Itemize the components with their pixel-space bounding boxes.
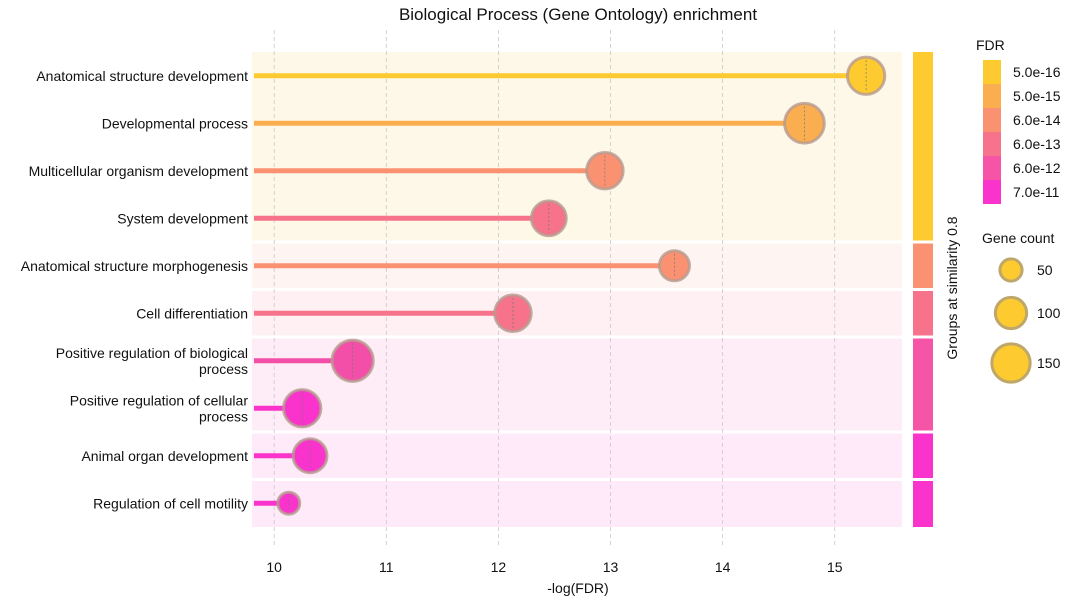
x-tick-label: 10: [266, 559, 282, 575]
x-tick-label: 11: [379, 559, 394, 575]
fdr-legend-title: FDR: [976, 37, 1005, 53]
group-backgrounds: [252, 52, 902, 527]
fdr-legend-label: 5.0e-15: [1013, 88, 1061, 104]
lollipop-point: [529, 199, 568, 238]
category-label: Positive regulation of biological: [56, 345, 248, 361]
category-label: Regulation of cell motility: [93, 495, 248, 511]
category-label: Anatomical structure morphogenesis: [21, 258, 248, 274]
category-label: Multicellular organism development: [29, 163, 249, 179]
category-label: System development: [117, 210, 248, 226]
x-tick-labels: 10 11 12 13 14 15: [266, 559, 842, 575]
group-color-bar: [913, 291, 933, 336]
fdr-legend-label: 6.0e-13: [1013, 136, 1061, 152]
fdr-legend-swatch: [983, 60, 1001, 84]
group-color-bar: [913, 481, 933, 527]
category-label: process: [199, 408, 248, 424]
category-label: Anatomical structure development: [36, 68, 248, 84]
lollipop-points: [276, 55, 887, 516]
fdr-legend-label: 6.0e-12: [1013, 160, 1061, 176]
fdr-legend-swatch: [983, 108, 1001, 132]
lollipop-point: [282, 388, 323, 429]
x-tick-label: 13: [603, 559, 619, 575]
group-background: [252, 433, 902, 478]
gene-count-legend-label: 50: [1037, 262, 1053, 278]
fdr-legend: FDR 5.0e-16 5.0e-15 6.0e-14 6.0e-13 6.0e-12 7…: [976, 37, 1061, 204]
gene-count-legend-marker: [990, 342, 1032, 384]
fdr-legend-label: 6.0e-14: [1013, 112, 1061, 128]
x-tick-label: 14: [715, 559, 731, 575]
x-tick-label: 15: [827, 559, 843, 575]
group-axis-label: Groups at similarity 0.8: [944, 216, 960, 359]
category-label: Developmental process: [102, 115, 248, 131]
fdr-legend-label: 7.0e-11: [1013, 184, 1060, 200]
group-color-bar: [913, 243, 933, 288]
gene-count-legend-marker: [993, 295, 1029, 331]
fdr-legend-swatch: [983, 180, 1001, 204]
fdr-legend-swatch: [983, 84, 1001, 108]
gene-count-legend-title: Gene count: [982, 230, 1054, 246]
group-color-bar: [913, 338, 933, 431]
category-labels: Anatomical structure development Developm…: [21, 68, 249, 512]
lollipop-point: [585, 151, 625, 191]
gene-count-legend-marker: [998, 257, 1024, 283]
category-label: process: [199, 361, 248, 377]
x-axis-label: -log(FDR): [547, 580, 608, 596]
group-color-bars: [913, 52, 933, 527]
lollipop-point: [845, 55, 887, 96]
category-label: Animal organ development: [81, 448, 248, 464]
chart-title: Biological Process (Gene Ontology) enric…: [399, 5, 757, 24]
gene-count-legend-label: 150: [1037, 355, 1061, 371]
x-tick-label: 12: [491, 559, 507, 575]
x-gridlines: [273, 30, 836, 546]
lollipop-point: [493, 293, 533, 333]
fdr-legend-label: 5.0e-16: [1013, 64, 1061, 80]
group-color-bar: [913, 52, 933, 241]
group-background: [252, 481, 902, 527]
category-label: Cell differentiation: [136, 305, 248, 321]
gene-count-legend-label: 100: [1037, 305, 1061, 321]
group-color-bar: [913, 433, 933, 478]
category-label: Positive regulation of cellular: [70, 392, 249, 408]
fdr-legend-swatch: [983, 132, 1001, 156]
fdr-legend-swatch: [983, 156, 1001, 180]
group-background: [252, 52, 902, 241]
gene-count-legend: Gene count 50 100 150: [982, 230, 1061, 384]
